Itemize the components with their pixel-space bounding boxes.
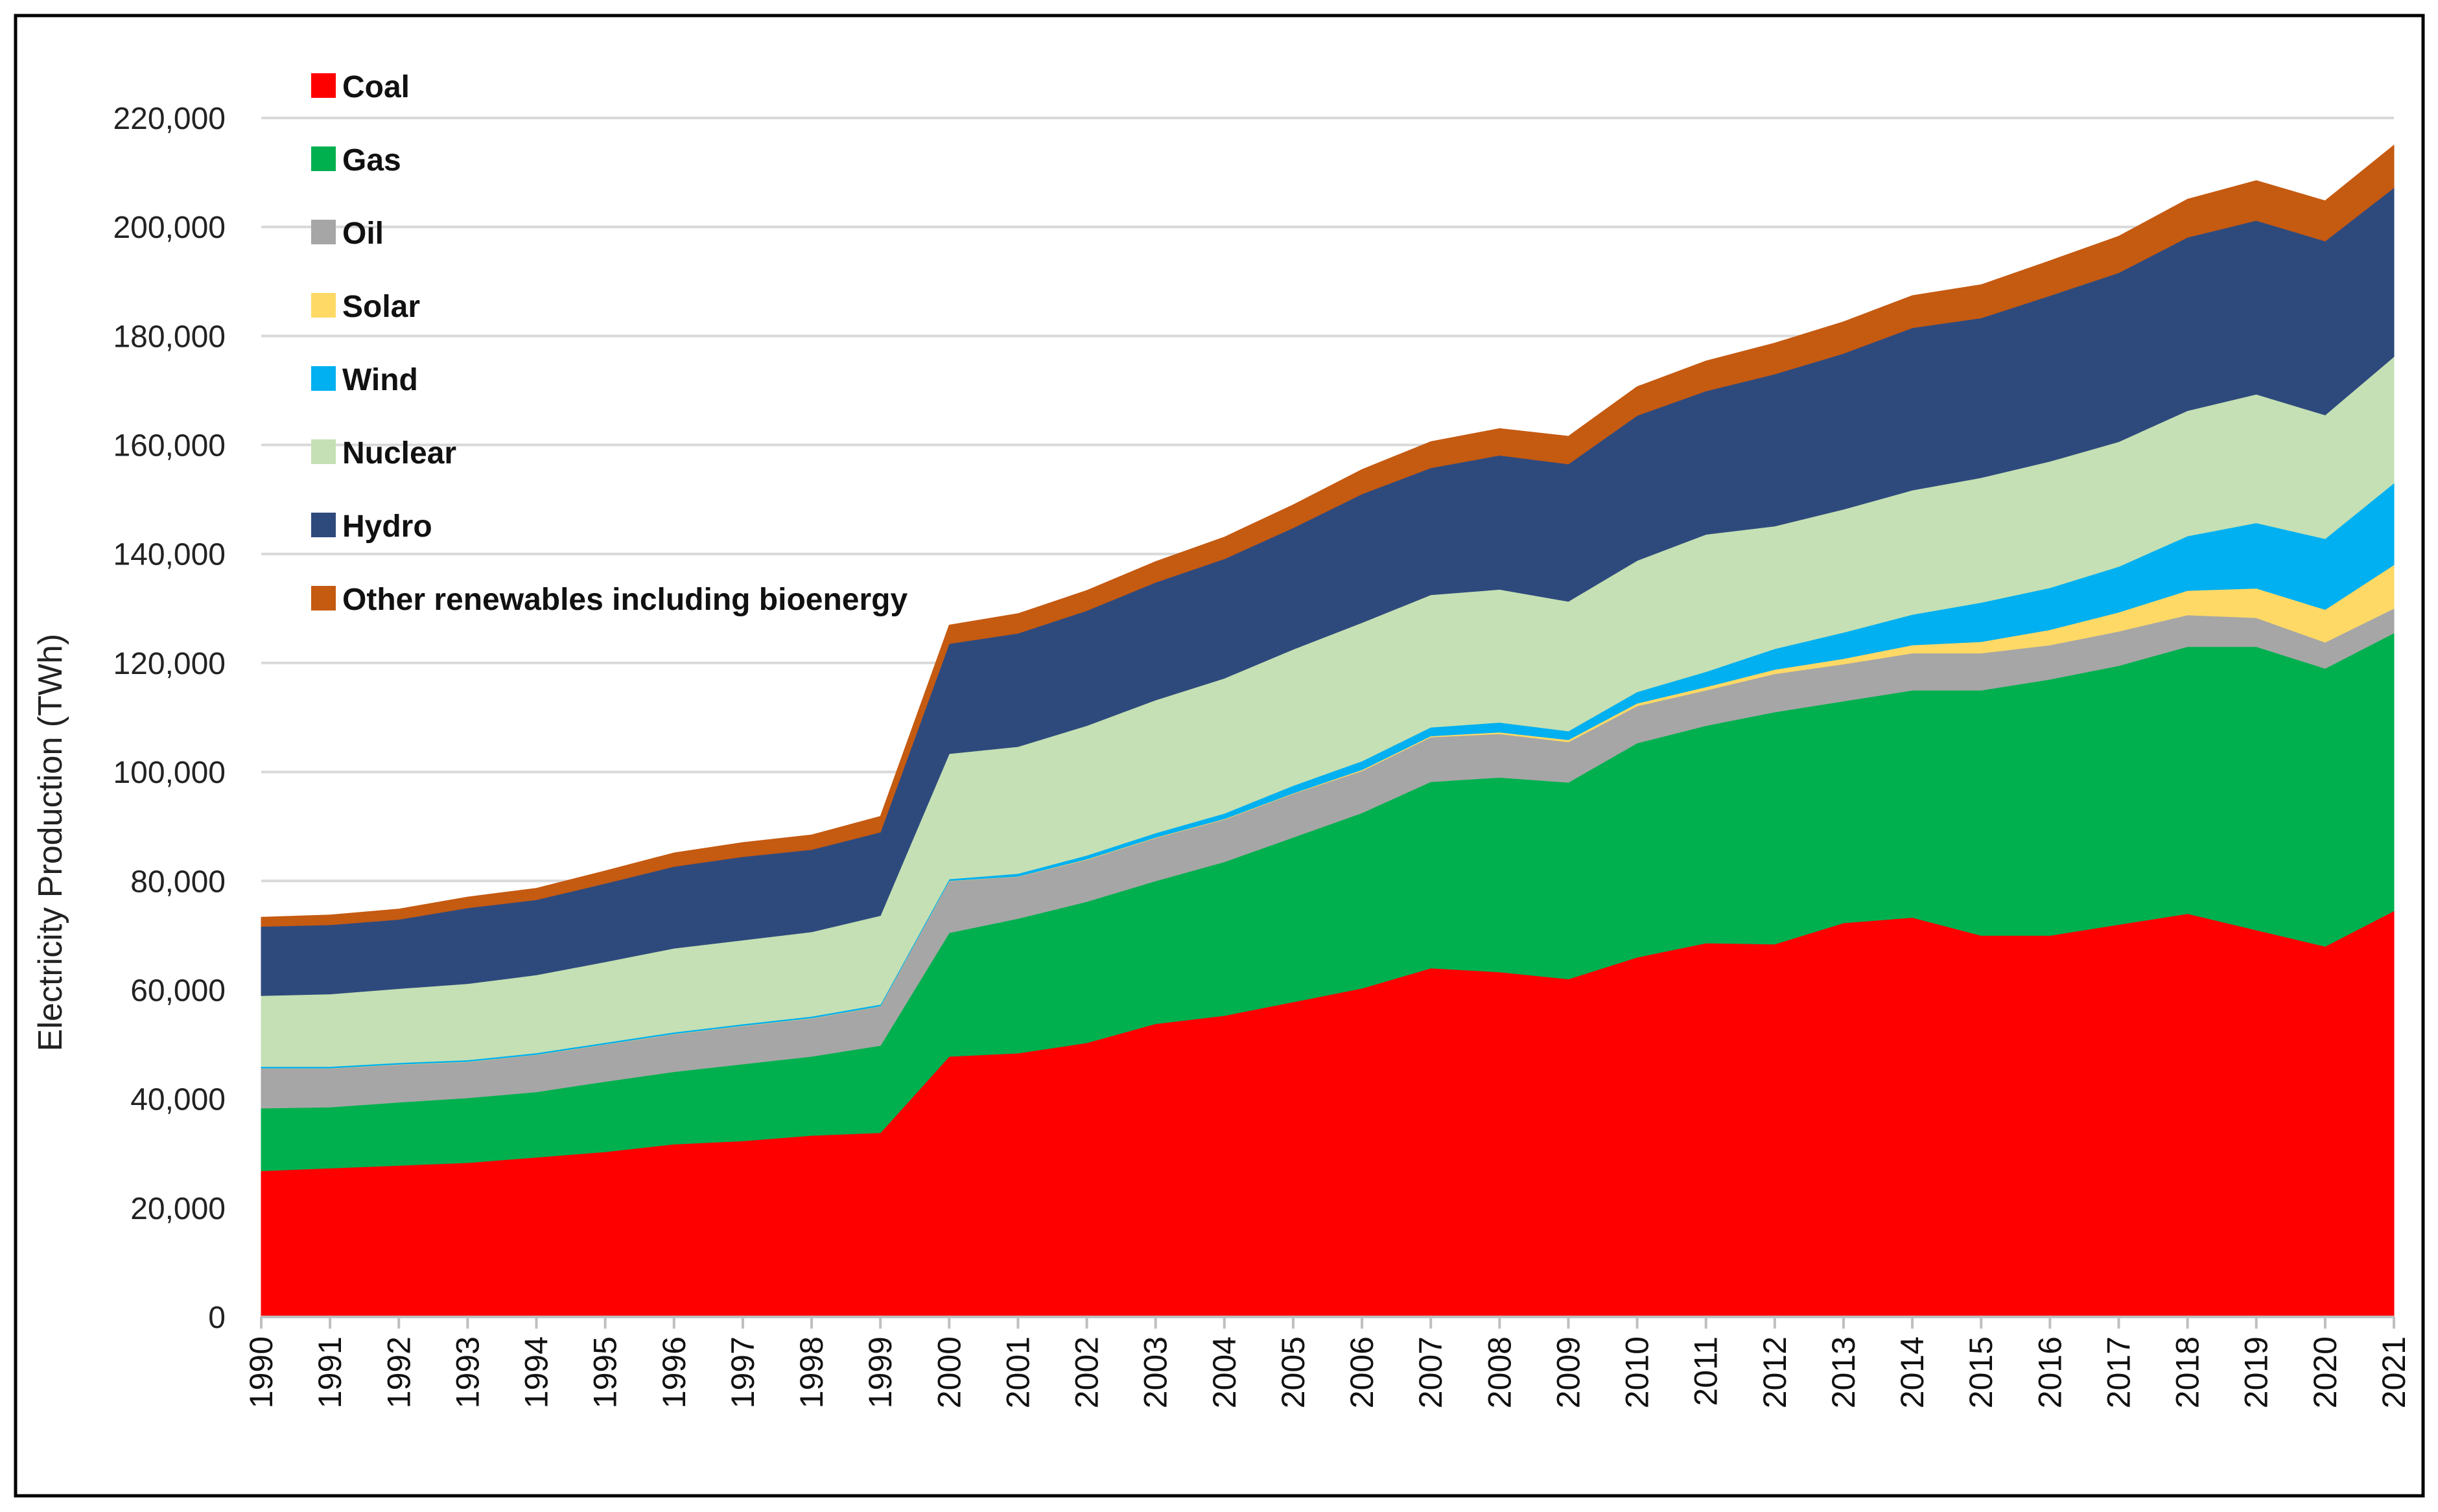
x-tick-label: 2016 bbox=[2032, 1336, 2068, 1408]
y-tick-label: 120,000 bbox=[113, 647, 226, 681]
y-tick-label: 20,000 bbox=[130, 1192, 226, 1226]
x-tick-label: 2012 bbox=[1757, 1336, 1793, 1408]
x-tick-label: 1996 bbox=[656, 1336, 692, 1408]
x-tick-label: 1995 bbox=[587, 1336, 624, 1408]
legend-label-hydro: Hydro bbox=[342, 509, 432, 544]
x-tick-label: 1997 bbox=[725, 1336, 761, 1408]
legend-label-other: Other renewables including bioenergy bbox=[342, 583, 908, 617]
legend-label-wind: Wind bbox=[342, 363, 418, 397]
x-tick-label: 1991 bbox=[312, 1336, 348, 1408]
y-tick-label: 200,000 bbox=[113, 211, 226, 245]
x-tick-label: 1993 bbox=[449, 1336, 486, 1408]
y-tick-label: 0 bbox=[208, 1301, 226, 1335]
legend-swatch-nuclear bbox=[311, 439, 336, 464]
x-tick-label: 2013 bbox=[1825, 1336, 1862, 1408]
x-tick-label: 1999 bbox=[862, 1336, 898, 1408]
x-tick-label: 2007 bbox=[1412, 1336, 1449, 1408]
x-tick-label: 2015 bbox=[1963, 1336, 1999, 1408]
legend-label-gas: Gas bbox=[342, 143, 401, 178]
y-tick-label: 160,000 bbox=[113, 429, 226, 463]
legend-swatch-gas bbox=[311, 146, 336, 171]
stacked-areas bbox=[261, 144, 2395, 1318]
x-tick-label: 1998 bbox=[793, 1336, 830, 1408]
legend-swatch-wind bbox=[311, 366, 336, 391]
y-tick-label: 100,000 bbox=[113, 756, 226, 790]
x-tick-label: 2020 bbox=[2307, 1336, 2343, 1408]
legend-label-coal: Coal bbox=[342, 70, 410, 104]
legend-label-solar: Solar bbox=[342, 290, 420, 324]
x-tick-label: 2008 bbox=[1481, 1336, 1518, 1408]
y-tick-label: 140,000 bbox=[113, 538, 226, 572]
y-tick-label: 80,000 bbox=[130, 865, 226, 899]
x-tick-label: 2001 bbox=[1000, 1336, 1036, 1408]
legend-swatch-hydro bbox=[311, 513, 336, 537]
legend-swatch-oil bbox=[311, 220, 336, 244]
legend-label-nuclear: Nuclear bbox=[342, 436, 456, 471]
x-tick-label: 2017 bbox=[2100, 1336, 2137, 1408]
legend-label-oil: Oil bbox=[342, 216, 384, 251]
x-tick-label: 2018 bbox=[2170, 1336, 2206, 1408]
y-axis-title: Electricity Production (TWh) bbox=[32, 634, 69, 1051]
x-tick-label: 2000 bbox=[931, 1336, 967, 1408]
legend-swatch-solar bbox=[311, 293, 336, 318]
x-tick-label: 2009 bbox=[1550, 1336, 1586, 1408]
x-tick-label: 2011 bbox=[1688, 1336, 1724, 1406]
y-tick-label: 40,000 bbox=[130, 1083, 226, 1117]
area-other bbox=[261, 144, 2395, 927]
x-tick-label: 2002 bbox=[1069, 1336, 1105, 1408]
y-tick-label: 60,000 bbox=[130, 973, 226, 1008]
legend-swatch-other bbox=[311, 586, 336, 611]
legend: Coal Gas Oil Solar Wind Nuclear Hydro Other ren… bbox=[311, 70, 908, 617]
x-tick-label: 2003 bbox=[1138, 1336, 1174, 1408]
x-tick-label: 2004 bbox=[1206, 1336, 1243, 1408]
legend-swatch-coal bbox=[311, 73, 336, 98]
x-tick-label: 2021 bbox=[2376, 1336, 2412, 1408]
x-axis-ticks: 1990 1991 1992 1993 1994 1995 1996 1997 1998 1999… bbox=[243, 1317, 2412, 1408]
x-tick-label: 2019 bbox=[2238, 1336, 2275, 1408]
x-tick-label: 2010 bbox=[1619, 1336, 1656, 1408]
x-tick-label: 2005 bbox=[1275, 1336, 1311, 1408]
x-tick-label: 1994 bbox=[519, 1336, 555, 1408]
x-tick-label: 2006 bbox=[1344, 1336, 1380, 1408]
y-tick-label: 220,000 bbox=[113, 102, 226, 136]
x-tick-label: 1990 bbox=[243, 1336, 279, 1408]
x-tick-label: 1992 bbox=[381, 1336, 417, 1408]
y-tick-label: 180,000 bbox=[113, 320, 226, 354]
x-tick-label: 2014 bbox=[1894, 1336, 1930, 1408]
y-axis-ticks: 0 20,000 40,000 60,000 80,000 100,000 120,000 1… bbox=[113, 102, 226, 1335]
